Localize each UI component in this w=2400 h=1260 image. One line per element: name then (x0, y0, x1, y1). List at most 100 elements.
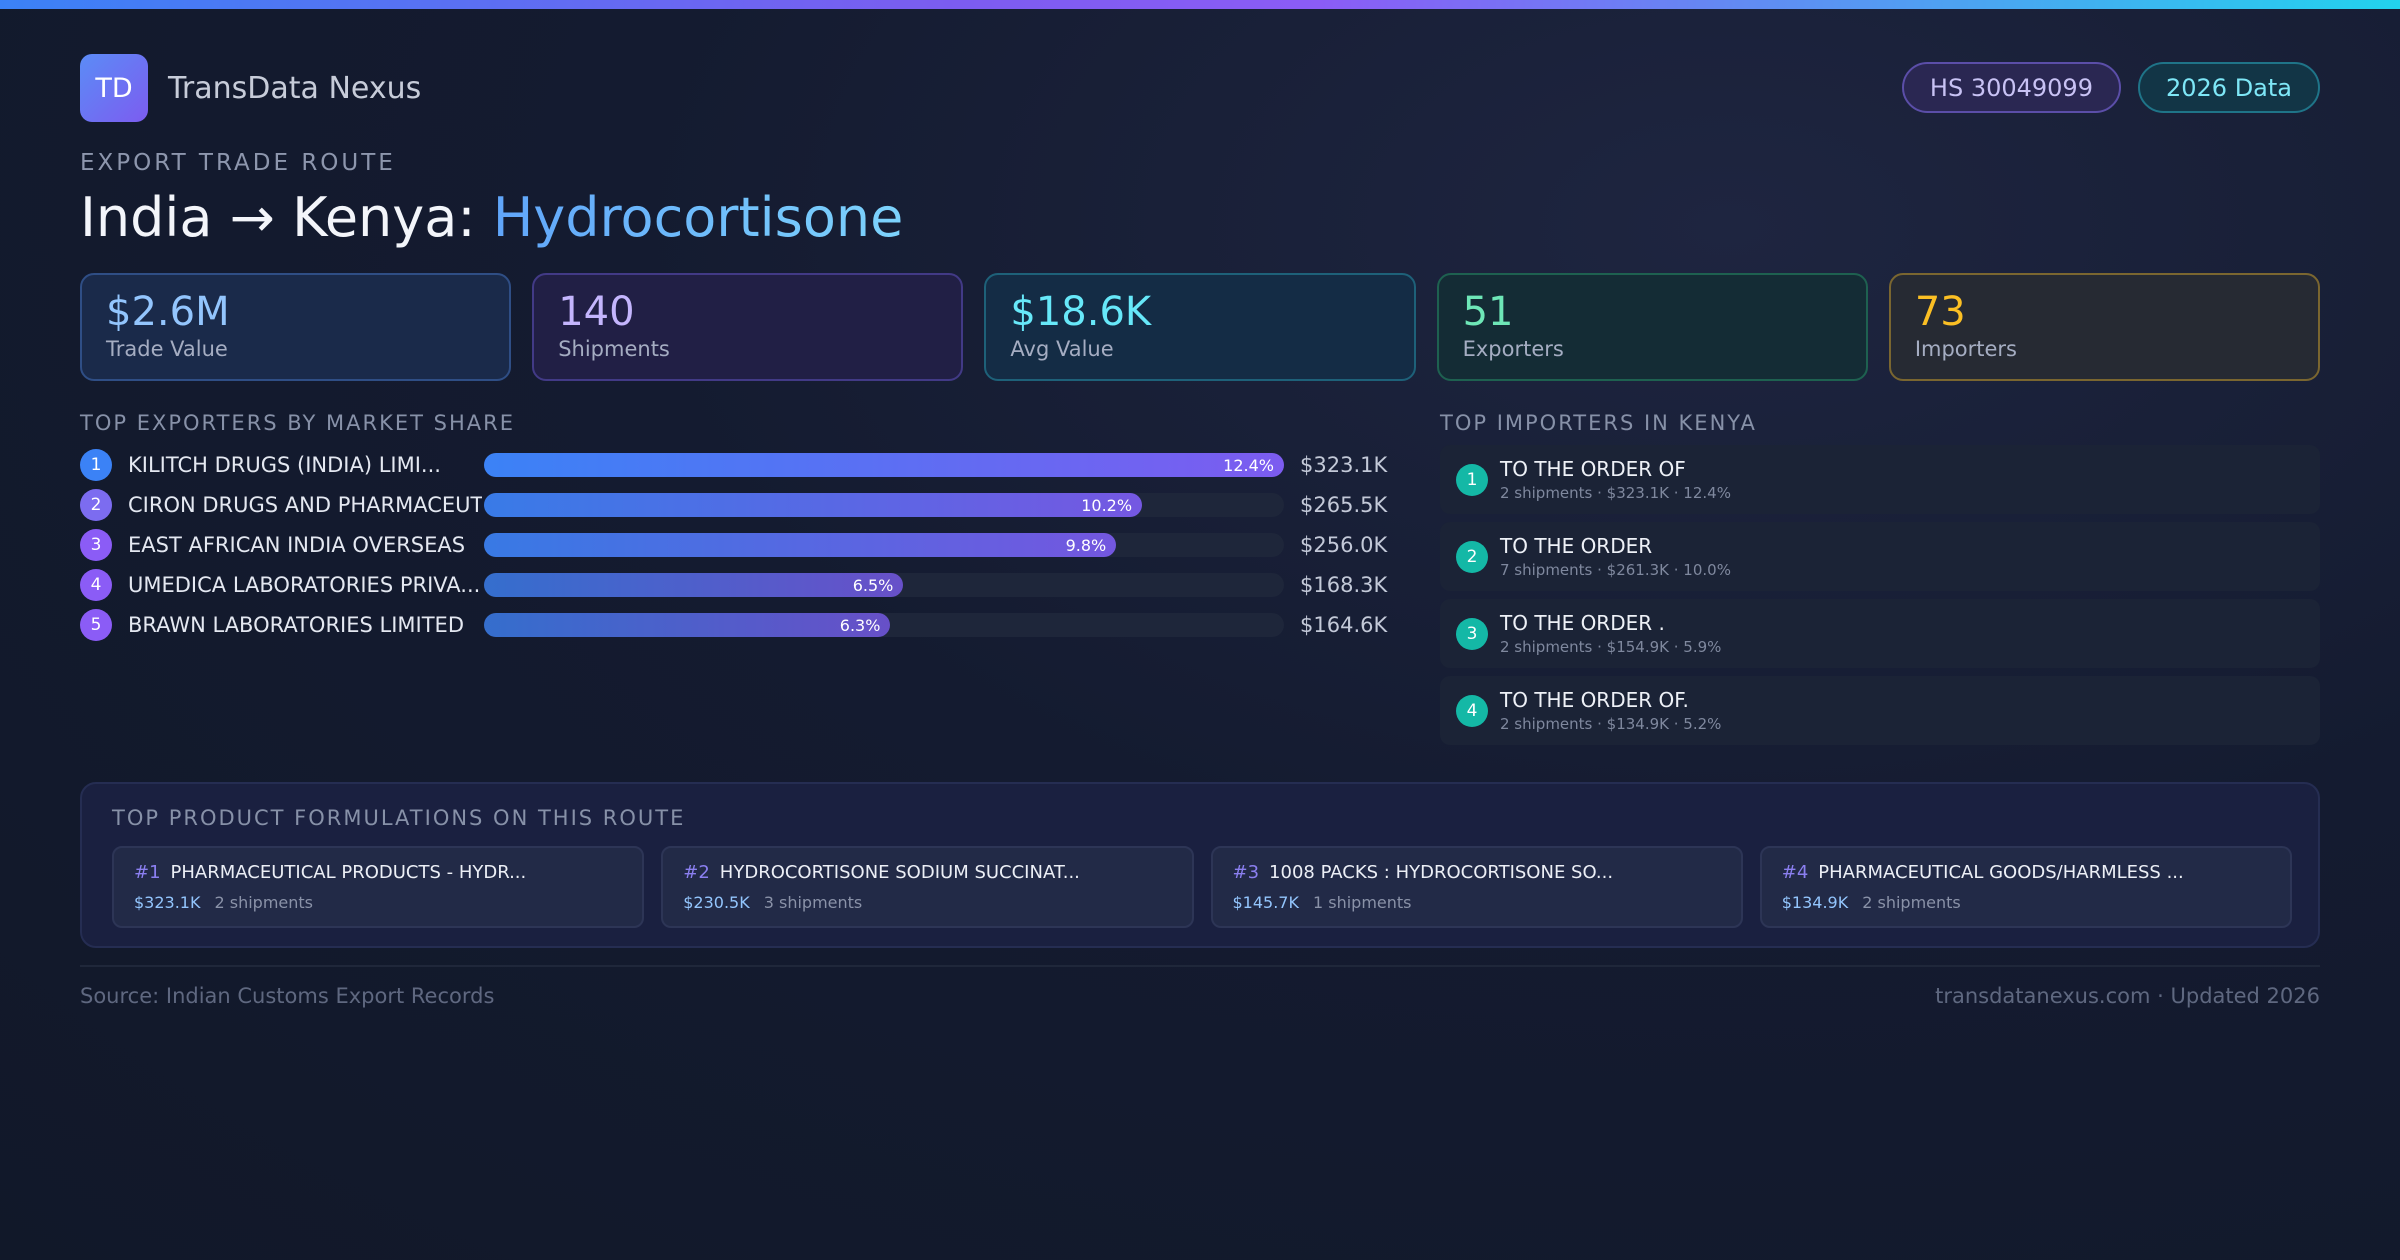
title-product: Hydrocortisone (492, 186, 904, 249)
kpi-avg-value: $18.6K Avg Value (984, 273, 1416, 381)
hs-code-badge: HS 30049099 (1901, 62, 2121, 113)
exporter-value: $168.3K (1300, 573, 1388, 597)
exporter-row[interactable]: 3 EAST AFRICAN INDIA OVERSEAS 9.8% $256.0K (80, 525, 1387, 565)
share-percent: 6.5% (852, 575, 894, 595)
importers-heading: TOP IMPORTERS IN KENYA (1440, 411, 1757, 435)
kpi-value: $2.6M (106, 289, 230, 335)
share-bar-track: 9.8% (484, 533, 1284, 557)
exporter-row[interactable]: 5 BRAWN LABORATORIES LIMITED 6.3% $164.6K (80, 605, 1387, 645)
product-rank: #2 (683, 862, 710, 883)
data-year-badge: 2026 Data (2137, 62, 2320, 113)
product-card[interactable]: #2 HYDROCORTISONE SODIUM SUCCINAT... $230.… (661, 846, 1194, 928)
product-shipments: 2 shipments (1862, 893, 1961, 912)
importer-name: TO THE ORDER (1500, 534, 1653, 558)
rank-badge: 4 (80, 569, 112, 601)
importer-card[interactable]: 1 TO THE ORDER OF 2 shipments · $323.1K · … (1440, 445, 2320, 514)
share-percent: 6.3% (839, 615, 881, 635)
kpi-value: 73 (1914, 289, 1966, 335)
product-title: #2 HYDROCORTISONE SODIUM SUCCINAT... (683, 862, 1171, 883)
product-meta: $323.1K 2 shipments (134, 893, 622, 912)
share-bar: 12.4% (484, 453, 1284, 477)
exporters-heading: TOP EXPORTERS BY MARKET SHARE (80, 411, 516, 435)
product-value: $134.9K (1781, 893, 1849, 912)
product-card[interactable]: #3 1008 PACKS : HYDROCORTISONE SO... $145.… (1210, 846, 1743, 928)
share-percent: 10.2% (1081, 495, 1133, 515)
product-value: $145.7K (1232, 893, 1299, 912)
footer-site[interactable]: transdatanexus.com · Updated 2026 (1935, 984, 2320, 1008)
exporter-value: $164.6K (1300, 613, 1388, 637)
product-shipments: 3 shipments (763, 893, 863, 912)
product-card[interactable]: #1 PHARMACEUTICAL PRODUCTS - HYDR... $323.… (112, 846, 645, 928)
importer-meta: 2 shipments · $323.1K · 12.4% (1500, 484, 1731, 502)
product-value: $230.5K (683, 893, 750, 912)
kpi-value: $18.6K (1010, 289, 1152, 335)
exporter-name: EAST AFRICAN INDIA OVERSEAS (128, 533, 466, 557)
exporter-row[interactable]: 1 KILITCH DRUGS (INDIA) LIMI... 12.4% $323.… (80, 445, 1387, 485)
product-title: #1 PHARMACEUTICAL PRODUCTS - HYDR... (134, 862, 622, 883)
product-rank: #3 (1232, 862, 1260, 883)
share-bar-track: 6.5% (484, 573, 1284, 597)
importer-text: TO THE ORDER . 2 shipments · $154.9K · 5.… (1500, 611, 1721, 656)
importer-name: TO THE ORDER . (1500, 611, 1665, 635)
share-bar: 6.5% (484, 573, 904, 597)
product-title: #4 PHARMACEUTICAL GOODS/HARMLESS ... (1782, 862, 2270, 883)
rank-badge: 3 (80, 529, 112, 561)
share-percent: 9.8% (1065, 535, 1107, 555)
title-route: India → Kenya: (80, 186, 493, 249)
share-percent: 12.4% (1223, 455, 1274, 475)
kpi-row: $2.6M Trade Value 140 Shipments $18.6K A… (80, 273, 2321, 381)
header-badges: HS 30049099 2026 Data (1901, 62, 2320, 113)
importer-card[interactable]: 3 TO THE ORDER . 2 shipments · $154.9K · 5… (1440, 599, 2320, 668)
exporters-list: 1 KILITCH DRUGS (INDIA) LIMI... 12.4% $323.… (80, 445, 1387, 645)
exporter-value: $323.1K (1300, 453, 1388, 477)
kpi-label: Exporters (1462, 337, 1564, 361)
kpi-label: Importers (1914, 337, 2018, 361)
kpi-trade-value: $2.6M Trade Value (80, 273, 512, 381)
importer-card[interactable]: 2 TO THE ORDER 7 shipments · $261.3K · 10.… (1440, 522, 2320, 591)
top-accent-bar (0, 0, 2400, 9)
importer-meta: 2 shipments · $134.9K · 5.2% (1500, 715, 1722, 733)
product-name: PHARMACEUTICAL PRODUCTS - HYDR... (170, 862, 527, 883)
brand-name: TransData Nexus (168, 70, 422, 106)
logo: TD (80, 54, 148, 122)
importer-text: TO THE ORDER OF. 2 shipments · $134.9K · … (1500, 688, 1721, 733)
rank-badge: 3 (1456, 617, 1488, 650)
product-card[interactable]: #4 PHARMACEUTICAL GOODS/HARMLESS ... $134.… (1759, 846, 2292, 928)
product-shipments: 2 shipments (214, 893, 314, 912)
exporter-name: UMEDICA LABORATORIES PRIVA... (128, 573, 481, 597)
rank-badge: 5 (80, 609, 112, 641)
importer-name: TO THE ORDER OF. (1500, 688, 1689, 712)
exporter-name: CIRON DRUGS AND PHARMACEUT... (128, 493, 482, 517)
exporter-name: BRAWN LABORATORIES LIMITED (128, 613, 464, 637)
product-name: PHARMACEUTICAL GOODS/HARMLESS ... (1818, 862, 2184, 883)
share-bar-track: 12.4% (484, 453, 1284, 477)
importer-card[interactable]: 4 TO THE ORDER OF. 2 shipments · $134.9K ·… (1440, 676, 2320, 745)
importer-name: TO THE ORDER OF (1500, 457, 1686, 481)
kpi-value: 51 (1462, 289, 1514, 335)
importers-list: 1 TO THE ORDER OF 2 shipments · $323.1K · … (1440, 445, 2320, 753)
brand[interactable]: TD TransData Nexus (80, 54, 421, 122)
exporter-row[interactable]: 2 CIRON DRUGS AND PHARMACEUT... 10.2% $265.… (80, 485, 1387, 525)
rank-badge: 1 (1456, 463, 1488, 496)
share-bar-track: 6.3% (484, 613, 1284, 637)
rank-badge: 4 (1456, 694, 1488, 727)
products-heading: TOP PRODUCT FORMULATIONS ON THIS ROUTE (112, 806, 686, 830)
importer-meta: 2 shipments · $154.9K · 5.9% (1500, 638, 1722, 656)
dashboard: TD TransData Nexus HS 30049099 2026 Data… (80, 0, 2321, 1260)
footer-divider (80, 965, 2320, 967)
products-grid: #1 PHARMACEUTICAL PRODUCTS - HYDR... $323.… (112, 846, 2292, 928)
share-bar: 9.8% (484, 533, 1117, 557)
kpi-label: Avg Value (1010, 337, 1114, 361)
page-title: India → Kenya: Hydrocortisone (80, 186, 903, 249)
product-name: 1008 PACKS : HYDROCORTISONE SO... (1269, 862, 1614, 883)
exporter-value: $265.5K (1300, 493, 1388, 517)
share-bar-track: 10.2% (484, 493, 1284, 517)
product-meta: $145.7K 1 shipments (1233, 893, 1721, 912)
importer-text: TO THE ORDER OF 2 shipments · $323.1K · 1… (1500, 457, 1731, 502)
product-name: HYDROCORTISONE SODIUM SUCCINAT... (719, 862, 1080, 883)
share-bar: 10.2% (484, 493, 1143, 517)
rank-badge: 1 (80, 449, 112, 481)
footer-source: Source: Indian Customs Export Records (80, 984, 495, 1008)
exporter-row[interactable]: 4 UMEDICA LABORATORIES PRIVA... 6.5% $168.3… (80, 565, 1387, 605)
product-meta: $134.9K 2 shipments (1782, 893, 2270, 912)
